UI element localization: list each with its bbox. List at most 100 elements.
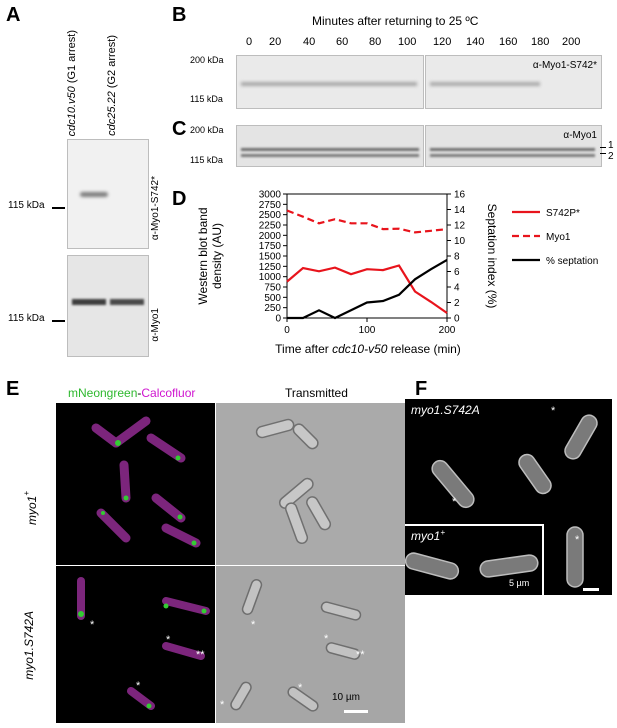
marker-a-lower: 115 kDa (8, 313, 45, 324)
band-tick-1 (600, 147, 606, 148)
timepoint: 40 (303, 36, 316, 48)
panel-b-label: B (172, 4, 187, 26)
band-a-upper (80, 192, 108, 197)
series-line-3 (287, 258, 448, 320)
legend-label: S742P* (546, 208, 580, 219)
svg-text:*: * (220, 699, 225, 711)
band-a-lower-lane2 (110, 299, 144, 305)
y-right-tick-label: 6 (454, 267, 460, 278)
panel-d-label: D (172, 188, 187, 210)
y-right-tick-label: 2 (454, 298, 460, 309)
chart-ylabel-left-2: density (AU) (210, 223, 224, 289)
chart-d: 0250500750100012501500175020002250250027… (196, 190, 598, 357)
y-right-tick-label: 16 (454, 190, 466, 201)
y-left-tick-label: 250 (264, 303, 281, 314)
band-label-1: 1 (608, 140, 614, 151)
svg-text:*: * (136, 680, 141, 692)
series-line-2 (286, 209, 448, 234)
band-c-1 (241, 148, 419, 151)
marker-c-115: 115 kDa (190, 155, 223, 165)
channel-sep: - (137, 386, 142, 400)
marker-b-200: 200 kDa (190, 55, 224, 65)
timepoint: 200 (562, 36, 581, 48)
svg-text:*: * (575, 534, 580, 546)
antibody-a-upper: α-Myo1-S742* (150, 175, 161, 240)
lane-name-cdc10: cdc10.v50 (66, 85, 78, 136)
marker-c-200: 200 kDa (190, 125, 224, 135)
panel-e-label: E (6, 378, 20, 400)
blot-a-upper (67, 139, 149, 249)
scale-bar-f (583, 588, 599, 591)
series-line-1 (286, 264, 448, 314)
x-tick-label: 200 (439, 325, 456, 336)
antibody-c: α-Myo1 (563, 130, 597, 141)
svg-text:*: * (324, 633, 329, 645)
svg-text:*: * (551, 405, 556, 417)
svg-text:*: * (298, 682, 303, 694)
y-right-tick-label: 10 (454, 236, 466, 247)
band-tick-2 (600, 153, 606, 154)
marker-tick-a-lower (52, 320, 65, 322)
blot-b-right: α-Myo1-S742* (425, 55, 602, 109)
y-left-tick-label: 0 (275, 314, 281, 325)
blot-c-right: α-Myo1 (425, 125, 602, 167)
y-left-tick-label: 2250 (259, 221, 282, 232)
y-left-tick-label: 1250 (259, 262, 282, 273)
channel-green: mNeongreen (68, 386, 138, 400)
timepoints-row: 0 20 40 60 80 100 120 140 160 180 200 (236, 36, 601, 52)
y-right-tick-label: 4 (454, 283, 460, 294)
plot-frame (286, 193, 448, 319)
x-tick-label: 100 (359, 325, 376, 336)
antibody-b: α-Myo1-S742* (532, 60, 597, 71)
svg-text:*: * (90, 619, 95, 631)
y-right-tick-label: 14 (454, 205, 466, 216)
blot-a-lower (67, 255, 149, 357)
y-left-tick-label: 2000 (259, 231, 282, 242)
y-right-tick-label: 8 (454, 252, 460, 263)
y-left-tick-label: 1750 (259, 241, 282, 252)
micrograph-e-fluor-bottom: * * ** * (56, 566, 215, 723)
band-c-1-right (430, 148, 595, 151)
lane-note-cdc25: (G2 arrest) (106, 35, 118, 92)
channel-legend: mNeongreen-Calcofluor (68, 386, 195, 400)
chart-ylabel-right: Septation index (%) (485, 204, 499, 309)
legend-label: Myo1 (546, 232, 571, 243)
scale-label-f: 5 µm (509, 578, 530, 588)
micrograph-e-trans-top (216, 403, 405, 565)
label-f-top: myo1.S742A (411, 403, 480, 417)
timepoint: 0 (246, 36, 253, 48)
timepoint: 160 (499, 36, 518, 48)
channel-magenta: Calcofluor (141, 386, 196, 400)
band-c-2 (241, 154, 419, 157)
svg-text:*: * (251, 619, 256, 631)
timepoint: 180 (531, 36, 550, 48)
lane-note-cdc10: (G1 arrest) (66, 29, 78, 86)
row-label-myo1: myo1+ (22, 490, 39, 525)
timepoint: 120 (433, 36, 452, 48)
svg-text:**: ** (196, 649, 205, 661)
lane-label-cdc25: cdc25.22 (G2 arrest) (106, 8, 132, 136)
y-left-tick-label: 750 (264, 283, 281, 294)
y-left-tick-label: 500 (264, 293, 281, 304)
blot-c-left (236, 125, 424, 167)
timepoint: 140 (466, 36, 485, 48)
band-b (241, 82, 417, 86)
micrograph-e-fluor-top (56, 403, 215, 565)
y-left-tick-label: 3000 (259, 190, 282, 201)
timepoint: 80 (369, 36, 382, 48)
timepoint: 100 (398, 36, 417, 48)
y-right-tick-label: 12 (454, 221, 466, 232)
y-left-tick-label: 2750 (259, 200, 282, 211)
lane-label-cdc10: cdc10.v50 (G1 arrest) (66, 8, 92, 136)
label-f-inset: myo1+ (411, 528, 446, 543)
x-tick-label: 0 (284, 325, 290, 336)
band-c-2-right (430, 154, 595, 157)
y-left-tick-label: 1500 (259, 252, 282, 263)
band-label-2: 2 (608, 151, 614, 162)
panel-b-heading: Minutes after returning to 25 ºC (312, 14, 479, 28)
scale-label-e: 10 µm (332, 692, 360, 703)
marker-b-115: 115 kDa (190, 94, 223, 104)
antibody-a-lower: α-Myo1 (150, 308, 161, 342)
band-a-lower-lane1 (72, 299, 106, 305)
panel-f-label: F (415, 378, 428, 400)
